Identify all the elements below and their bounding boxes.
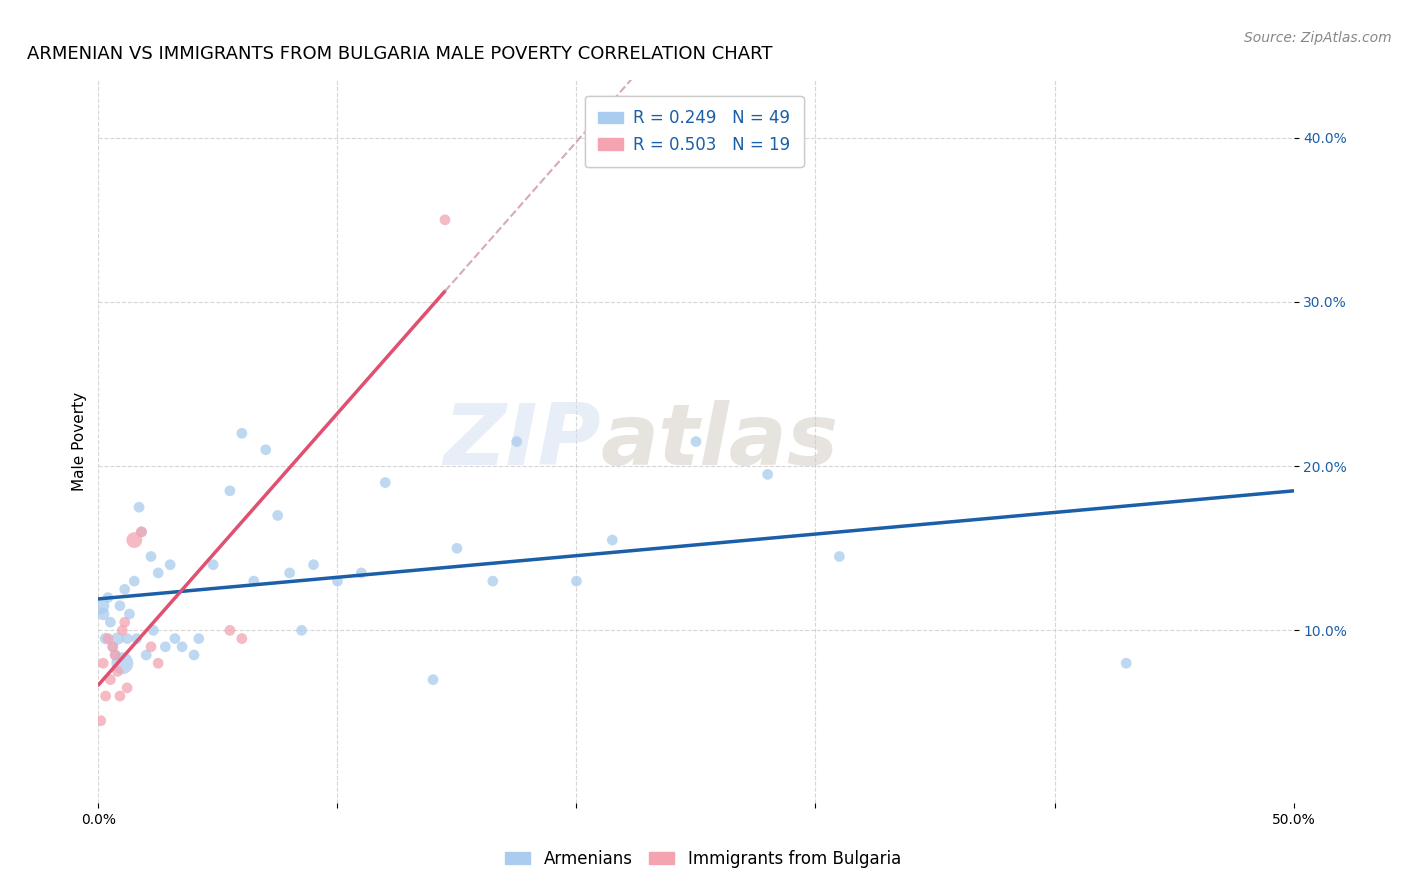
Point — [1115, 657, 1137, 671]
Point — [231, 632, 253, 646]
Point — [350, 566, 373, 580]
Point — [115, 632, 138, 646]
Point — [148, 566, 170, 580]
Point — [115, 681, 138, 695]
Point — [159, 558, 181, 572]
Point — [231, 426, 253, 441]
Point — [434, 212, 457, 227]
Text: Source: ZipAtlas.com: Source: ZipAtlas.com — [1244, 31, 1392, 45]
Point — [374, 475, 396, 490]
Point — [101, 640, 124, 654]
Point — [90, 599, 112, 613]
Point — [267, 508, 290, 523]
Point — [219, 483, 242, 498]
Point — [101, 640, 124, 654]
Point — [291, 624, 314, 638]
Point — [94, 632, 117, 646]
Point — [124, 533, 146, 547]
Point — [142, 624, 165, 638]
Point — [104, 648, 127, 662]
Point — [302, 558, 325, 572]
Point — [114, 582, 136, 597]
Point — [422, 673, 444, 687]
Point — [107, 665, 129, 679]
Point — [104, 648, 127, 662]
Point — [446, 541, 468, 556]
Point — [139, 640, 162, 654]
Point — [278, 566, 301, 580]
Point — [602, 533, 624, 547]
Point — [219, 624, 242, 638]
Point — [98, 673, 122, 687]
Point — [97, 632, 120, 646]
Point — [108, 599, 131, 613]
Point — [565, 574, 588, 588]
Point — [183, 648, 205, 662]
Point — [172, 640, 194, 654]
Point — [111, 624, 134, 638]
Point — [481, 574, 505, 588]
Point — [163, 632, 186, 646]
Point — [243, 574, 266, 588]
Point — [135, 648, 157, 662]
Point — [94, 689, 117, 703]
Point — [124, 574, 146, 588]
Point — [114, 615, 136, 630]
Point — [91, 607, 114, 621]
Text: ZIP: ZIP — [443, 400, 600, 483]
Point — [108, 689, 131, 703]
Point — [98, 615, 122, 630]
Point — [90, 714, 112, 728]
Point — [118, 607, 141, 621]
Point — [139, 549, 162, 564]
Point — [254, 442, 277, 457]
Text: ARMENIAN VS IMMIGRANTS FROM BULGARIA MALE POVERTY CORRELATION CHART: ARMENIAN VS IMMIGRANTS FROM BULGARIA MAL… — [27, 45, 772, 63]
Point — [828, 549, 851, 564]
Point — [326, 574, 349, 588]
Point — [756, 467, 779, 482]
Point — [202, 558, 225, 572]
Point — [91, 657, 114, 671]
Point — [128, 500, 150, 515]
Legend: Armenians, Immigrants from Bulgaria: Armenians, Immigrants from Bulgaria — [499, 844, 907, 875]
Point — [131, 524, 153, 539]
Point — [125, 632, 148, 646]
Point — [148, 657, 170, 671]
Point — [506, 434, 529, 449]
Y-axis label: Male Poverty: Male Poverty — [72, 392, 87, 491]
Point — [131, 524, 153, 539]
Point — [97, 591, 120, 605]
Point — [155, 640, 177, 654]
Point — [107, 632, 129, 646]
Legend: R = 0.249   N = 49, R = 0.503   N = 19: R = 0.249 N = 49, R = 0.503 N = 19 — [585, 95, 804, 167]
Point — [187, 632, 209, 646]
Point — [111, 657, 134, 671]
Point — [685, 434, 707, 449]
Text: atlas: atlas — [600, 400, 838, 483]
